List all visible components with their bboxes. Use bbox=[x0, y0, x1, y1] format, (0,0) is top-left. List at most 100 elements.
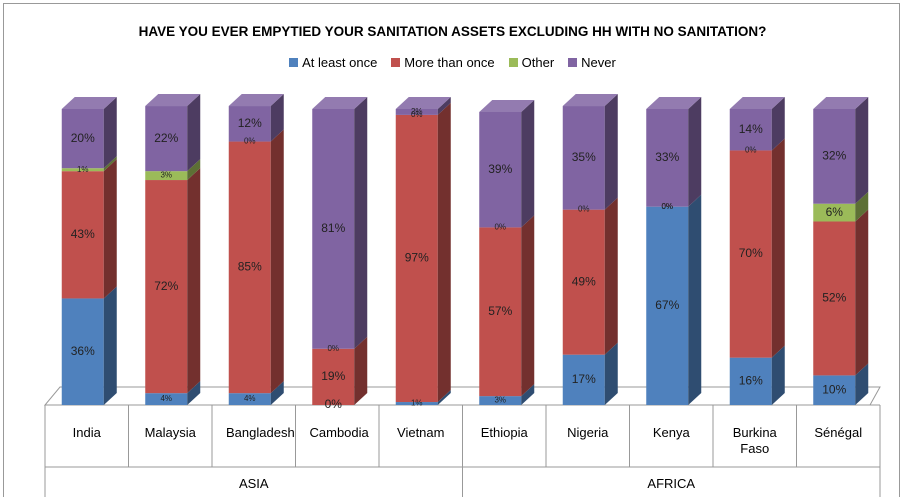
data-label: 33% bbox=[655, 150, 679, 164]
data-label: 3% bbox=[160, 171, 172, 180]
bar-side bbox=[855, 191, 869, 222]
legend-swatch bbox=[289, 58, 299, 67]
bar-segment bbox=[479, 99, 535, 228]
data-label: 49% bbox=[572, 274, 596, 288]
legend-swatch bbox=[508, 58, 518, 67]
bar-side bbox=[270, 94, 284, 142]
x-tick-label: Cambodia bbox=[309, 425, 369, 440]
data-label: 10% bbox=[822, 382, 846, 396]
legend-item: At least once bbox=[289, 55, 377, 70]
bar-segment bbox=[395, 390, 451, 405]
data-label: 0% bbox=[244, 137, 256, 146]
bar-top bbox=[562, 94, 618, 107]
bar-side bbox=[688, 194, 702, 405]
data-label: 0% bbox=[411, 110, 423, 119]
bar-front bbox=[562, 354, 605, 405]
data-label: 0% bbox=[745, 146, 757, 155]
bar-side bbox=[521, 384, 535, 405]
data-label: 0% bbox=[661, 202, 673, 211]
bar-side bbox=[771, 97, 785, 151]
legend-label: At least once bbox=[302, 55, 378, 70]
bar-segment bbox=[479, 384, 535, 405]
x-tick-label: India bbox=[72, 425, 101, 440]
data-label: 12% bbox=[238, 116, 262, 130]
bar-front bbox=[395, 114, 438, 403]
data-label: 4% bbox=[244, 394, 256, 403]
bar-side bbox=[270, 129, 284, 394]
bar-segment bbox=[729, 345, 785, 405]
x-tick-label: Kenya bbox=[652, 425, 690, 440]
bar-top bbox=[228, 94, 284, 107]
data-label: 20% bbox=[71, 131, 95, 145]
bar-segment bbox=[228, 94, 284, 142]
legend-label: More than once bbox=[404, 55, 495, 70]
chart-title: HAVE YOU EVER EMPYTIED YOUR SANITATION A… bbox=[138, 24, 767, 39]
bar-top bbox=[813, 97, 869, 109]
bar-side bbox=[270, 381, 284, 405]
bar-front bbox=[813, 109, 856, 204]
bar-segment bbox=[729, 138, 785, 358]
data-label: 97% bbox=[405, 251, 429, 265]
data-label: 1% bbox=[77, 165, 89, 174]
data-label: 43% bbox=[71, 227, 95, 241]
bar-front bbox=[479, 227, 522, 397]
bar-side bbox=[437, 97, 451, 115]
data-label: 16% bbox=[739, 373, 763, 387]
bar-segment bbox=[145, 168, 201, 394]
bar-side bbox=[103, 159, 117, 299]
bar-front bbox=[228, 141, 271, 394]
x-tick-label: Bangladesh bbox=[226, 425, 295, 440]
bar-side bbox=[354, 336, 368, 405]
bar-front bbox=[61, 109, 104, 169]
bar-front bbox=[813, 203, 856, 222]
legend-swatch bbox=[391, 58, 401, 67]
bar-front bbox=[729, 150, 772, 358]
bar-front bbox=[813, 221, 856, 376]
bar-front bbox=[145, 106, 188, 172]
bar-front bbox=[61, 168, 104, 172]
x-tick-label: Ethiopia bbox=[480, 425, 528, 440]
data-label: 36% bbox=[71, 344, 95, 358]
data-label: 4% bbox=[160, 394, 172, 403]
bar-segment bbox=[562, 342, 618, 405]
bar-side bbox=[604, 94, 618, 210]
data-label: 72% bbox=[154, 279, 178, 293]
bar-front bbox=[562, 106, 605, 210]
bar-side bbox=[855, 97, 869, 204]
bar-top bbox=[312, 97, 368, 109]
bar-top bbox=[61, 97, 117, 109]
bar-side bbox=[354, 97, 368, 349]
bar-front bbox=[395, 402, 438, 405]
data-label: 0% bbox=[661, 202, 673, 211]
data-label: 19% bbox=[321, 369, 345, 383]
bar-segment bbox=[312, 336, 368, 405]
data-label: 70% bbox=[739, 246, 763, 260]
data-label: 14% bbox=[739, 122, 763, 136]
bar-segment bbox=[61, 159, 117, 299]
bar-side bbox=[187, 159, 201, 181]
legend-swatch bbox=[568, 58, 578, 67]
bar-front bbox=[479, 396, 522, 405]
bar-side bbox=[771, 138, 785, 358]
data-label: 0% bbox=[327, 344, 339, 353]
bar-front bbox=[646, 206, 689, 405]
data-label: 67% bbox=[655, 298, 679, 312]
legend-label: Other bbox=[521, 55, 555, 70]
bar-top bbox=[145, 94, 201, 107]
bar-side bbox=[521, 215, 535, 397]
bar-segment bbox=[61, 97, 117, 169]
bar-top bbox=[729, 97, 785, 109]
bar-front bbox=[646, 109, 689, 207]
bar-segment bbox=[145, 159, 201, 181]
bar-front bbox=[145, 180, 188, 394]
data-label: 6% bbox=[826, 205, 844, 219]
x-tick-label: Vietnam bbox=[397, 425, 445, 440]
data-label: 52% bbox=[822, 291, 846, 305]
data-label: 3% bbox=[494, 396, 506, 405]
bar-top bbox=[646, 97, 702, 109]
bar-side bbox=[604, 197, 618, 355]
bar-segment bbox=[395, 102, 451, 403]
data-label: 0% bbox=[578, 205, 590, 214]
